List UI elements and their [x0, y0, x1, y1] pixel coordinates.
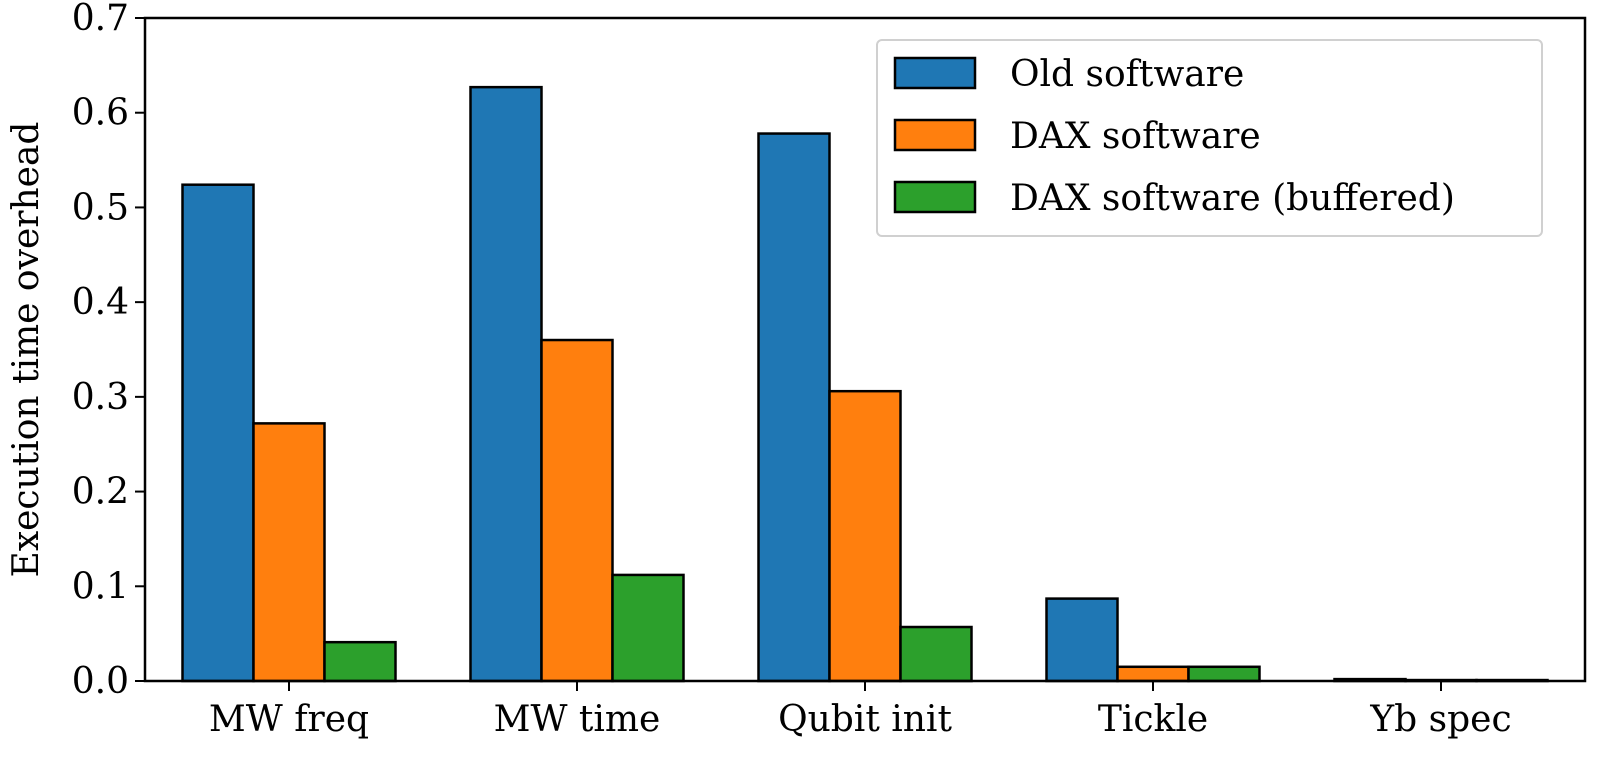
- y-tick-label: 0.0: [72, 661, 129, 702]
- legend-label-1: Old software: [1010, 54, 1244, 95]
- y-tick-label: 0.7: [72, 0, 129, 39]
- x-tick-label: MW freq: [209, 699, 369, 740]
- bar-3-mw-time: [611, 573, 685, 683]
- bar-3-mw-freq: [323, 640, 397, 683]
- x-tick-label: MW time: [494, 699, 661, 740]
- bar-2-mw-freq: [252, 422, 326, 683]
- x-axis-ticks: MW freq MW time Qubit init Tickle Yb spec: [209, 681, 1512, 740]
- legend-label-3: DAX software (buffered): [1010, 178, 1455, 219]
- y-tick-label: 0.2: [72, 472, 129, 513]
- bar-2-tickle: [1116, 665, 1190, 683]
- y-tick-label: 0.1: [72, 566, 129, 607]
- bar-2-mw-time: [540, 338, 614, 683]
- legend-frame: [876, 39, 1543, 237]
- y-axis-title: Execution time overhead: [6, 122, 47, 578]
- y-tick-label: 0.3: [72, 377, 129, 418]
- axes-frame: [143, 16, 1587, 683]
- x-tick-label: Qubit init: [778, 699, 952, 740]
- bar-1-mw-time: [469, 85, 543, 683]
- bar-1-mw-freq: [181, 183, 255, 683]
- bar-3-qubit-init: [899, 625, 973, 683]
- legend-swatch-2: [893, 118, 977, 152]
- bar-2-qubit-init: [828, 389, 902, 683]
- legend: Old software DAX software DAX software (bu…: [876, 39, 1543, 237]
- legend-swatch-3: [893, 180, 977, 214]
- x-tick-label: Tickle: [1098, 699, 1208, 740]
- bars-group: [181, 85, 1549, 683]
- legend-swatch-1: [893, 56, 977, 90]
- legend-label-2: DAX software: [1010, 116, 1261, 157]
- y-tick-label: 0.6: [72, 93, 129, 134]
- x-tick-label: Yb spec: [1369, 699, 1511, 740]
- y-axis-ticks: 0.0 0.1 0.2 0.3 0.4 0.5 0.6 0.7: [72, 0, 145, 702]
- y-tick-label: 0.4: [72, 282, 129, 323]
- bar-1-tickle: [1045, 597, 1119, 683]
- y-tick-label: 0.5: [72, 187, 129, 228]
- bar-3-tickle: [1187, 665, 1261, 683]
- bar-1-qubit-init: [757, 132, 831, 683]
